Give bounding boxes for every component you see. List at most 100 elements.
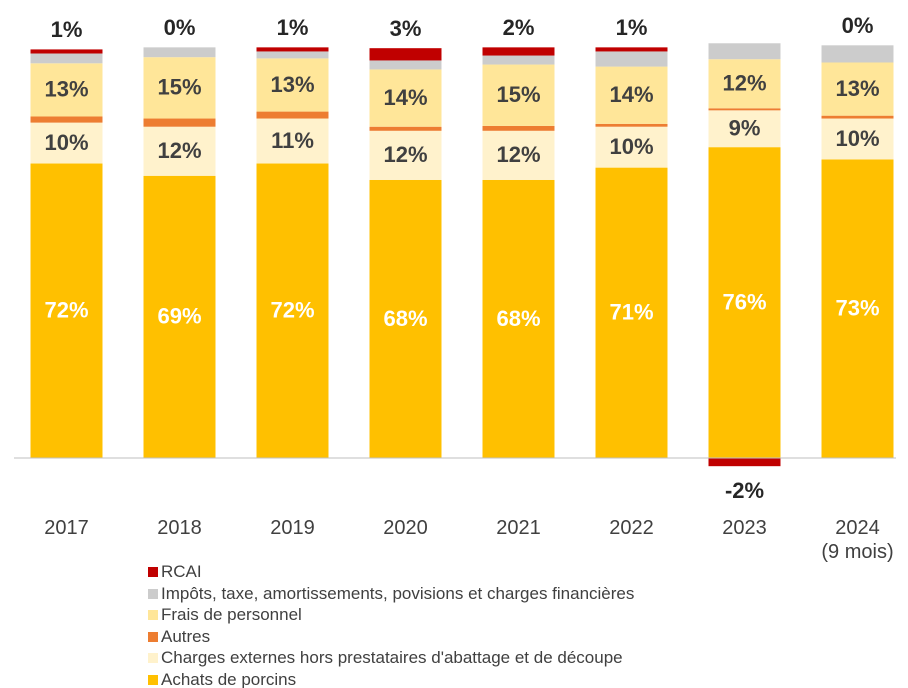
legend-swatch: [148, 653, 158, 664]
bar-segment: [30, 53, 103, 64]
legend-item: Autres: [148, 626, 634, 648]
data-label: 10%: [835, 126, 879, 151]
bar-segment: [595, 126, 668, 168]
data-label: 13%: [44, 77, 88, 102]
bar-segment: [821, 45, 894, 63]
data-label: 11%: [271, 128, 314, 153]
legend-swatch: [148, 674, 158, 685]
x-tick-label: 2024 (9 mois): [821, 517, 894, 563]
bar-segment: [143, 118, 216, 127]
bar-segment: [369, 69, 442, 127]
data-label: 14%: [383, 85, 427, 110]
data-label: 73%: [835, 296, 879, 321]
bar-segment: [821, 159, 894, 458]
bar-segment: [595, 47, 668, 52]
bar-segment: [595, 51, 668, 67]
data-label: 72%: [270, 298, 314, 323]
bar-segment: [482, 64, 555, 126]
bar-segment: [482, 125, 555, 131]
legend-label: Autres: [161, 626, 211, 646]
x-tick-label: 2023: [722, 517, 767, 539]
legend-swatch: [148, 588, 158, 599]
x-tick-label: 2022: [609, 517, 654, 539]
legend-item: Charges externes hors prestataires d'aba…: [148, 647, 634, 669]
bar-segment: [821, 115, 894, 119]
bar-segment: [595, 66, 668, 124]
legend: RCAI Impôts, taxe, amortissements, povisi…: [148, 561, 634, 688]
legend-item: Achats de porcins: [148, 669, 634, 688]
bar-segment: [708, 43, 781, 60]
bar-segment: [708, 59, 781, 109]
bar-segment: [143, 47, 216, 58]
data-label: 72%: [44, 298, 88, 323]
bar-segment: [30, 163, 103, 458]
bar-segment: [708, 110, 781, 148]
data-label: 0%: [164, 15, 196, 40]
bar-segment: [369, 126, 442, 131]
data-label: 1%: [616, 15, 648, 40]
data-label: 10%: [609, 134, 653, 159]
legend-swatch: [148, 567, 158, 577]
x-tick-label: 2018: [157, 517, 202, 539]
bar-segment: [369, 60, 442, 70]
bar-segment: [482, 179, 555, 458]
bar-segment: [256, 58, 329, 112]
bar-segment: [256, 47, 329, 52]
data-label: 12%: [157, 138, 201, 163]
bar-segment: [30, 116, 103, 123]
bar-segment: [369, 179, 442, 458]
bar-segment: [595, 123, 668, 127]
data-label: 71%: [609, 300, 653, 325]
x-tick-label: 2017: [44, 517, 89, 539]
data-label: 69%: [157, 304, 201, 329]
x-tick-label: 2020: [383, 517, 428, 539]
data-label: 0%: [842, 13, 874, 38]
bar-segment: [482, 55, 555, 65]
legend-swatch: [148, 610, 158, 621]
data-label: 9%: [729, 116, 761, 141]
data-label: 15%: [496, 82, 540, 107]
data-label: 68%: [383, 306, 427, 331]
bar-segment: [369, 48, 442, 61]
bar-segment: [482, 47, 555, 56]
x-tick-label: 2019: [270, 517, 315, 539]
bar-segment: [30, 49, 103, 54]
data-label: 68%: [496, 306, 540, 331]
bar-segment: [595, 167, 668, 459]
bar-segment: [30, 63, 103, 117]
bar-segment: [482, 130, 555, 180]
bar-segment: [143, 175, 216, 459]
data-label: 1%: [51, 17, 83, 42]
bar-segment: [821, 62, 894, 116]
data-label: 1%: [277, 15, 309, 40]
legend-label: Impôts, taxe, amortissements, povisions …: [161, 583, 635, 603]
legend-item: RCAI: [148, 561, 634, 583]
bar-segment: [256, 111, 329, 119]
data-label: 14%: [609, 82, 653, 107]
data-label: 13%: [270, 72, 314, 97]
data-label: 15%: [157, 75, 201, 100]
data-label: 76%: [722, 289, 766, 314]
data-label: 3%: [390, 16, 422, 41]
bar-segment: [708, 458, 781, 467]
bar-segment: [708, 147, 781, 458]
data-label: 12%: [496, 142, 540, 167]
bar-segment: [143, 126, 216, 176]
data-label: -2%: [725, 478, 764, 503]
legend-label: Frais de personnel: [161, 605, 302, 625]
legend-item: Impôts, taxe, amortissements, povisions …: [148, 583, 634, 605]
data-label: 12%: [383, 142, 427, 167]
data-label: 12%: [722, 71, 766, 96]
bar-segment: [256, 118, 329, 164]
bar-segment: [30, 122, 103, 164]
bar-segment: [821, 118, 894, 160]
data-label: 2%: [503, 15, 535, 40]
bar-segment: [708, 108, 781, 111]
legend-label: Charges externes hors prestataires d'aba…: [161, 648, 623, 668]
legend-swatch: [148, 631, 158, 642]
data-label: 10%: [44, 130, 88, 155]
bar-segment: [369, 130, 442, 180]
legend-label: Achats de porcins: [161, 669, 297, 688]
